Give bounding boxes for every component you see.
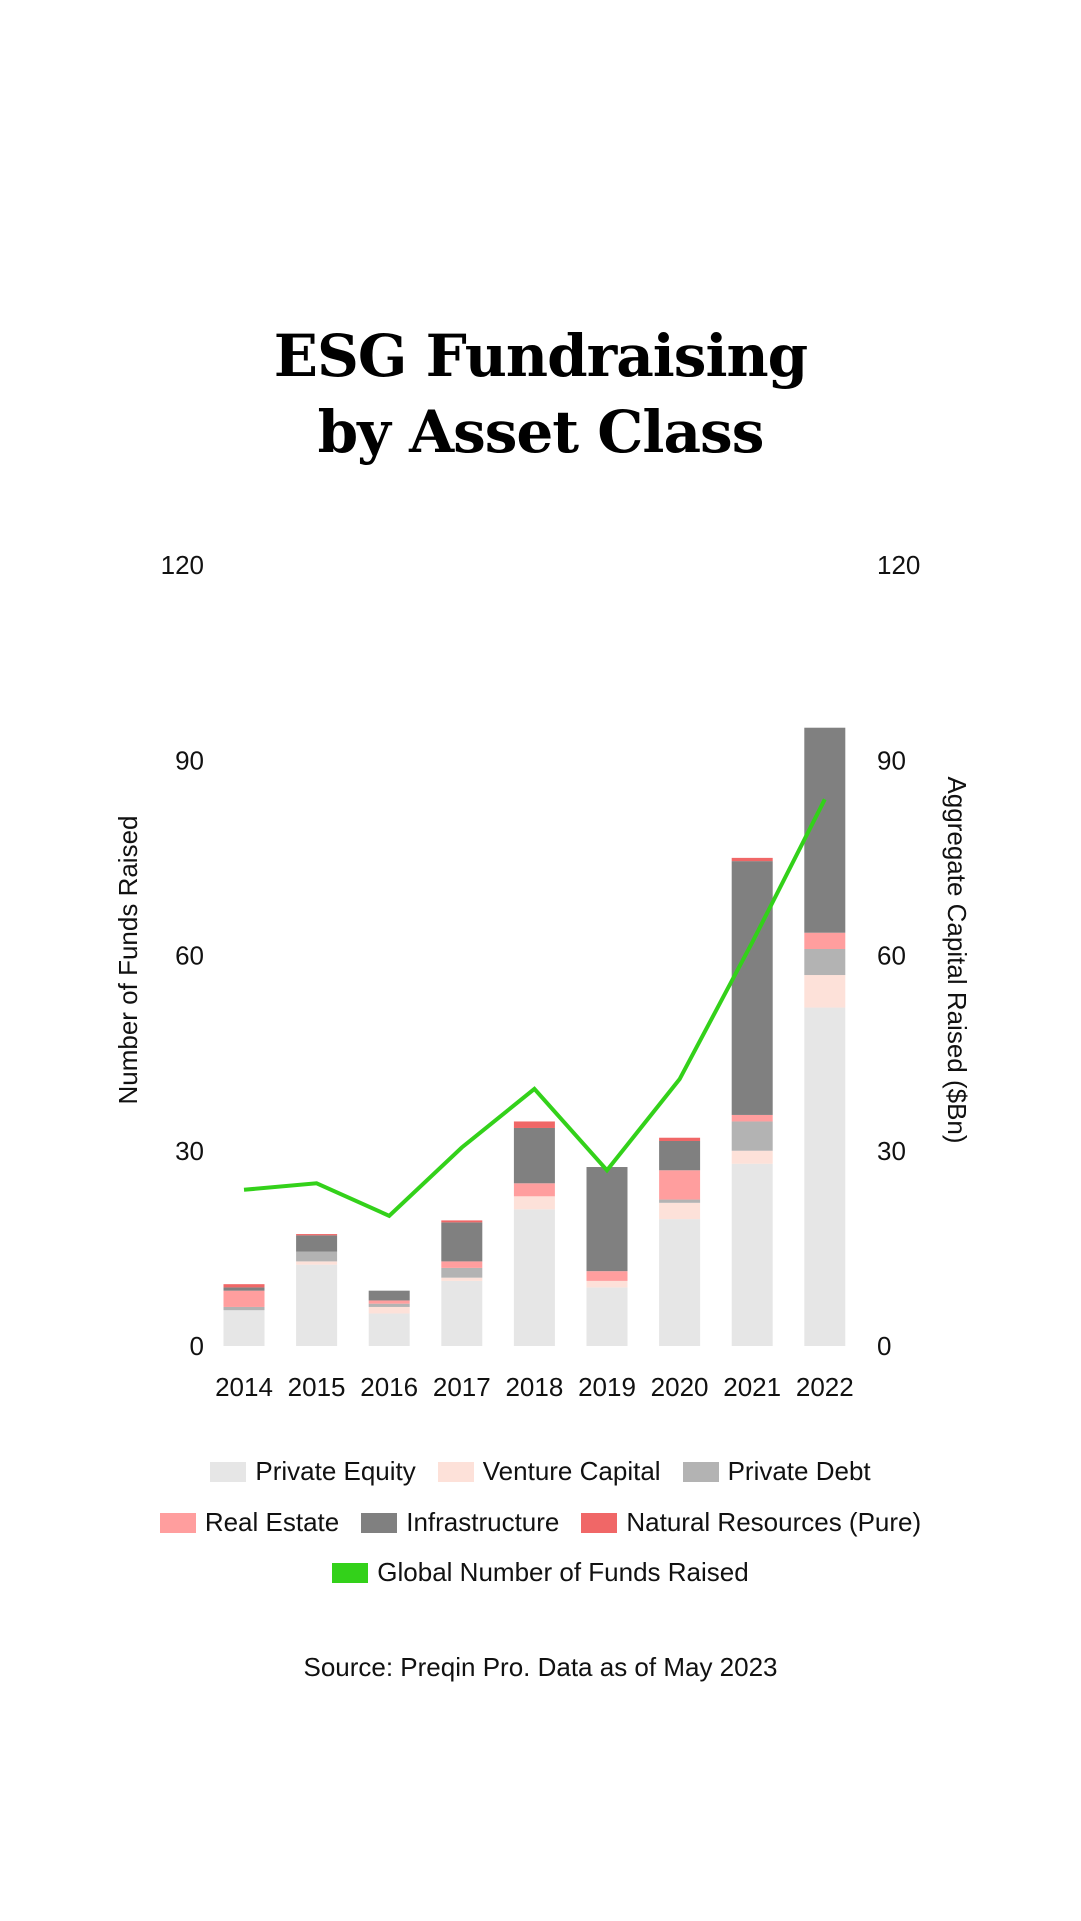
left-axis-label: Number of Funds Raised [113,815,143,1104]
right-axis-tick-label: 60 [877,941,906,971]
bar-2015-natural-resources-pure [296,1234,338,1236]
bar-2021-natural-resources-pure [731,857,773,862]
right-axis-tick-label: 90 [877,745,906,775]
legend-swatch [581,1512,618,1533]
bar-2015-venture-capital [296,1261,338,1265]
x-axis-tick-label: 2019 [578,1372,636,1402]
x-axis-tick-label: 2014 [215,1372,273,1402]
bar-2017-natural-resources-pure [441,1220,483,1223]
legend-item-real-estate: Real Estate [159,1507,340,1538]
bar-2020-venture-capital [659,1202,701,1220]
right-axis-label: Aggregate Capital Raised ($Bn) [942,776,972,1143]
legend-swatch [159,1512,196,1533]
legend-item-private-equity: Private Equity [210,1456,416,1487]
bar-2019-infrastructure [586,1167,628,1272]
left-axis-tick-label: 30 [175,1136,204,1166]
bar-2015-private-debt [296,1251,338,1262]
x-axis-tick-label: 2016 [360,1372,418,1402]
bar-2020-real-estate [659,1170,701,1200]
bar-2018-private-equity [513,1209,555,1346]
source-note: Source: Preqin Pro. Data as of May 2023 [303,1652,778,1682]
x-axis-tick-label: 2017 [433,1372,491,1402]
bar-2016-private-equity [368,1313,410,1346]
bar-2021-private-equity [731,1163,773,1346]
right-axis-tick-label: 30 [877,1136,906,1166]
bar-2018-real-estate [513,1183,555,1197]
bar-2020-private-debt [659,1199,701,1203]
bar-2019-private-equity [586,1287,628,1346]
bar-2019-real-estate [586,1271,628,1281]
legend-row-3: Global Number of Funds Raised [0,1557,1081,1588]
chart-title-line-1: ESG Fundraising [273,322,808,390]
bar-2017-real-estate [441,1261,483,1268]
bar-2018-venture-capital [513,1196,555,1210]
x-axis-tick-label: 2020 [651,1372,709,1402]
bar-2016-infrastructure [368,1290,410,1301]
left-axis-tick-label: 0 [190,1331,204,1361]
legend-item-global-number-of-funds: Global Number of Funds Raised [332,1557,749,1588]
legend-label: Real Estate [204,1507,340,1537]
legend-label: Private Equity [255,1456,416,1486]
left-axis-tick-label: 120 [161,550,204,580]
legend-item-venture-capital: Venture Capital [437,1456,661,1487]
legend-swatch [682,1461,719,1482]
bar-2022-real-estate [804,932,846,949]
bar-2016-real-estate [368,1300,410,1304]
bar-2017-private-debt [441,1267,483,1278]
legend-item-infrastructure: Infrastructure [361,1507,559,1538]
left-axis-tick-label: 60 [175,941,204,971]
bar-2021-infrastructure [731,861,773,1115]
bar-2017-venture-capital [441,1277,483,1281]
bar-2018-natural-resources-pure [513,1121,555,1128]
bar-2015-private-equity [296,1264,338,1346]
bar-2022-venture-capital [804,975,846,1008]
line-global-number-of-funds-raised [243,798,827,1219]
legend-label: Venture Capital [482,1456,661,1486]
bar-2019-venture-capital [586,1280,628,1288]
bar-2022-private-debt [804,948,846,976]
legend-item-natural-resources: Natural Resources (Pure) [581,1507,921,1538]
legend-item-private-debt: Private Debt [682,1456,871,1487]
bar-2014-natural-resources-pure [223,1284,265,1288]
x-axis-tick-label: 2022 [796,1372,854,1402]
legend-label: Global Number of Funds Raised [377,1557,749,1587]
bar-2017-private-equity [441,1280,483,1346]
chart-title: ESG Fundraising by Asset Class [0,318,1081,470]
right-axis-tick-label: 0 [877,1331,891,1361]
bar-2018-infrastructure [513,1127,555,1184]
legend-swatch [210,1461,247,1482]
bar-2015-infrastructure [296,1235,338,1252]
chart-title-line-2: by Asset Class [317,398,765,466]
bar-2020-natural-resources-pure [659,1137,701,1141]
bar-2016-private-debt [368,1303,410,1307]
legend-swatch [332,1562,369,1583]
legend-label: Infrastructure [406,1507,560,1537]
bar-2016-venture-capital [368,1306,410,1314]
bar-2014-private-equity [223,1310,265,1346]
x-axis-tick-label: 2021 [723,1372,781,1402]
bar-2020-infrastructure [659,1140,701,1171]
bar-2017-infrastructure [441,1222,483,1262]
bar-2014-private-debt [223,1306,265,1311]
bar-2021-venture-capital [731,1150,773,1164]
bar-2014-infrastructure [223,1287,265,1291]
legend-row-1: Private Equity Venture Capital Private D… [0,1456,1081,1487]
x-axis-tick-label: 2015 [288,1372,346,1402]
legend-label: Private Debt [727,1456,871,1486]
legend-label: Natural Resources (Pure) [626,1507,922,1537]
legend-swatch [437,1461,474,1482]
bar-2020-private-equity [659,1219,701,1346]
bar-2014-real-estate [223,1290,265,1307]
bar-2021-private-debt [731,1121,773,1151]
legend-row-2: Real Estate Infrastructure Natural Resou… [0,1507,1081,1538]
bar-2021-real-estate [731,1114,773,1122]
left-axis-tick-label: 90 [175,745,204,775]
right-axis-tick-label: 120 [877,550,920,580]
legend-swatch [361,1512,398,1533]
bar-2022-private-equity [804,1007,846,1346]
x-axis-tick-label: 2018 [505,1372,563,1402]
